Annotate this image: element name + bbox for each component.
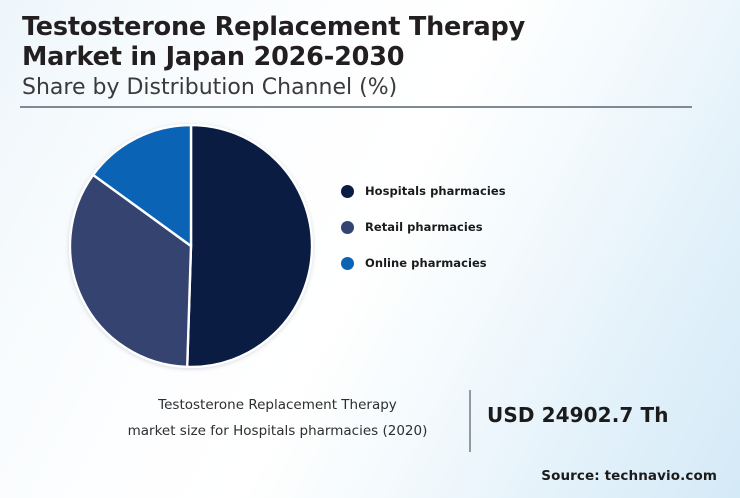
legend-dot-icon bbox=[341, 220, 354, 234]
header-divider bbox=[20, 106, 692, 108]
page-title: Testosterone Replacement Therapy Market … bbox=[22, 12, 526, 73]
footer-caption-line-1: Testosterone Replacement Therapy bbox=[158, 397, 397, 413]
pie-chart-svg bbox=[69, 124, 313, 368]
page-subtitle: Share by Distribution Channel (%) bbox=[22, 74, 398, 100]
pie-chart bbox=[69, 124, 313, 368]
legend-item-label: Online pharmacies bbox=[365, 256, 487, 270]
pie-slice[interactable] bbox=[69, 173, 193, 368]
legend-item-online-pharmacies[interactable]: Online pharmacies bbox=[341, 245, 571, 281]
pie-slice[interactable] bbox=[91, 124, 193, 248]
legend-item-label: Hospitals pharmacies bbox=[365, 184, 506, 198]
chart-header: Testosterone Replacement Therapy Market … bbox=[22, 12, 712, 102]
market-size-value: USD 24902.7 Th bbox=[487, 403, 669, 427]
legend-item-retail-pharmacies[interactable]: Retail pharmacies bbox=[341, 209, 571, 245]
legend-dot-icon bbox=[341, 256, 354, 270]
footer-caption-line-2: market size for Hospitals pharmacies (20… bbox=[127, 423, 428, 440]
footer-vertical-divider bbox=[469, 390, 471, 452]
footer-caption: Testosterone Replacement Therapy market … bbox=[95, 392, 460, 445]
legend-item-label: Retail pharmacies bbox=[365, 220, 483, 234]
pie-slice[interactable] bbox=[186, 124, 313, 368]
source-label: Source: technavio.com bbox=[541, 468, 717, 484]
legend-item-hospitals-pharmacies[interactable]: Hospitals pharmacies bbox=[341, 173, 571, 209]
footer-callout: Testosterone Replacement Therapy market … bbox=[95, 390, 695, 454]
chart-legend: Hospitals pharmacies Retail pharmacies O… bbox=[341, 173, 571, 281]
legend-dot-icon bbox=[341, 184, 354, 198]
